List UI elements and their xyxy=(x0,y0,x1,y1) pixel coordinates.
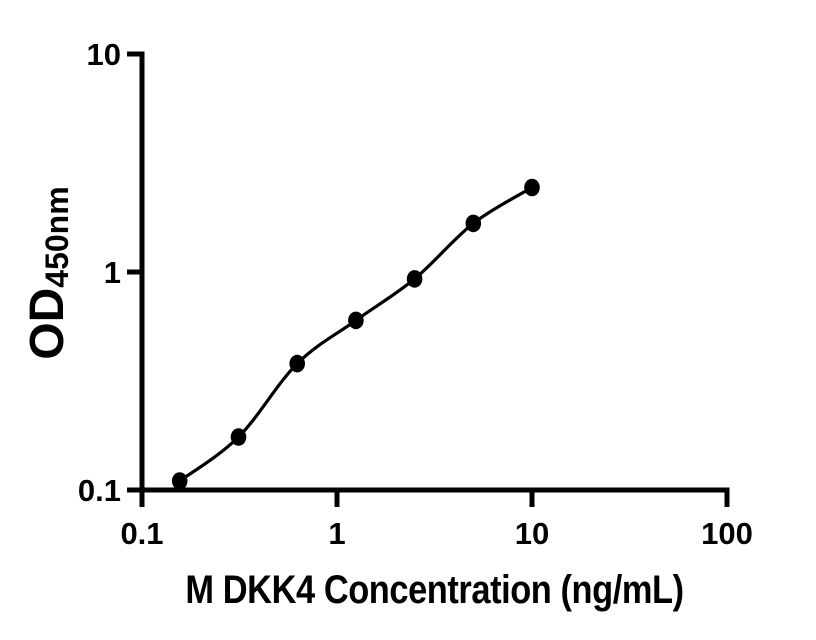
y-axis-title-main: OD xyxy=(21,287,74,360)
x-tick-label: 1 xyxy=(328,516,345,551)
x-tick-label: 10 xyxy=(515,516,549,551)
data-point-marker xyxy=(406,270,423,288)
data-point-marker xyxy=(171,472,188,490)
y-tick-label: 0.1 xyxy=(78,473,121,508)
y-axis-title-subscript: 450nm xyxy=(39,186,75,288)
y-tick-label: 1 xyxy=(104,255,121,290)
x-axis-title: M DKK4 Concentration (ng/mL) xyxy=(185,568,684,612)
data-point-marker xyxy=(230,428,247,446)
y-tick-label: 10 xyxy=(87,37,121,72)
data-point-marker xyxy=(348,311,364,330)
x-tick-label: 0.1 xyxy=(120,516,163,551)
data-point-marker xyxy=(524,178,540,197)
data-point-marker xyxy=(289,354,306,373)
data-point-marker xyxy=(465,214,482,233)
y-axis-title: OD 450nm xyxy=(20,173,76,373)
x-tick-label: 100 xyxy=(701,516,753,551)
